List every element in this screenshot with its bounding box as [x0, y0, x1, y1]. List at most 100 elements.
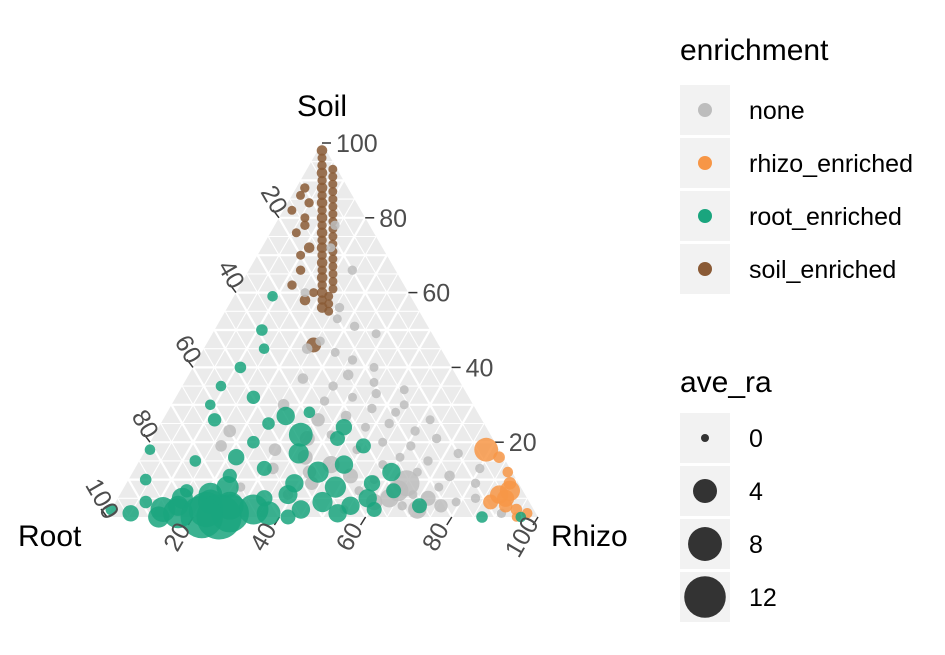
legend-enrichment: enrichment none rhizo_enriched root_enrich…: [680, 34, 913, 294]
legend-key-root_enriched: [698, 209, 712, 223]
legend-size-key: [688, 527, 722, 561]
rhizo-tick-label: 80: [417, 518, 455, 556]
data-point-root_enriched: [363, 475, 381, 492]
data-point-soil_enriched: [287, 205, 297, 215]
data-point-root_enriched: [335, 419, 353, 436]
data-point-none: [342, 369, 354, 381]
data-point-soil_enriched: [328, 269, 338, 279]
data-point-soil_enriched: [317, 175, 327, 186]
data-point-soil_enriched: [316, 212, 328, 224]
legend-label-rhizo_enriched: rhizo_enriched: [749, 150, 913, 178]
data-point-none: [434, 499, 448, 513]
data-point-root_enriched: [228, 449, 245, 466]
data-point-none: [326, 243, 336, 253]
data-point-none: [475, 463, 485, 474]
data-point-root_enriched: [256, 501, 281, 526]
grid-line: [128, 161, 334, 518]
data-point-root_enriched: [139, 473, 152, 486]
data-point-root_enriched: [355, 438, 371, 454]
data-point-none: [330, 220, 340, 230]
legend-size-label: 8: [749, 531, 763, 559]
data-point-root_enriched: [334, 455, 354, 474]
data-point-soil_enriched: [300, 213, 310, 223]
data-point-none: [384, 418, 394, 429]
data-point-none: [425, 415, 435, 425]
rhizo-tick-label: 100: [500, 512, 545, 562]
data-point-root_enriched: [196, 494, 242, 540]
data-point-root_enriched: [291, 500, 311, 519]
data-point-soil_enriched: [295, 265, 306, 275]
data-point-root_enriched: [215, 380, 227, 392]
legend-size-label: 12: [749, 584, 777, 612]
grid-line: [127, 479, 152, 518]
data-point-soil_enriched: [328, 172, 338, 182]
data-point-root_enriched: [288, 422, 313, 447]
data-point-soil_enriched: [316, 167, 328, 179]
soil-tick-label: 40: [466, 354, 494, 382]
rhizo-tick-label: 60: [331, 518, 369, 556]
data-point-soil_enriched: [316, 227, 328, 239]
legend-size-title: ave_ra: [680, 366, 772, 399]
data-point-none: [397, 501, 407, 511]
data-point-none: [315, 336, 325, 346]
data-point-soil_enriched: [317, 160, 327, 171]
data-point-none: [311, 413, 325, 427]
data-point-soil_enriched: [328, 261, 338, 271]
left-axis-title: Root: [18, 520, 82, 553]
data-point-root_enriched: [234, 361, 247, 374]
data-point-none: [328, 381, 338, 391]
data-point-root_enriched: [412, 498, 427, 514]
data-point-none: [434, 482, 444, 492]
data-point-root_enriched: [278, 485, 298, 505]
data-point-soil_enriched: [309, 288, 319, 298]
data-point-none: [297, 373, 309, 384]
data-point-root_enriched: [262, 417, 275, 430]
tick-mark: [229, 284, 237, 294]
legend-size-key: [701, 434, 709, 442]
top-axis-title: Soil: [297, 90, 347, 123]
legend-label-root_enriched: root_enriched: [749, 203, 902, 231]
data-point-none: [215, 440, 227, 452]
data-point-soil_enriched: [296, 250, 306, 260]
tick-mark: [446, 516, 453, 526]
data-point-root_enriched: [476, 511, 488, 523]
data-point-root_enriched: [148, 506, 170, 528]
data-point-soil_enriched: [328, 276, 338, 286]
data-point-soil_enriched: [299, 294, 311, 306]
data-point-soil_enriched: [328, 284, 338, 294]
data-point-none: [349, 321, 360, 331]
data-point-none: [348, 392, 357, 402]
data-point-soil_enriched: [317, 235, 327, 245]
data-point-none: [395, 452, 405, 462]
data-point-none: [301, 343, 313, 355]
grid-line: [472, 460, 507, 518]
data-point-none: [369, 362, 379, 372]
data-point-none: [410, 426, 420, 436]
tick-mark: [100, 508, 108, 518]
data-point-soil_enriched: [317, 250, 327, 260]
data-point-rhizo_enriched: [483, 494, 499, 510]
data-point-soil_enriched: [291, 228, 301, 238]
legend-size-label: 0: [749, 425, 763, 453]
tick-mark: [272, 209, 280, 219]
data-point-none: [369, 377, 379, 387]
data-point-soil_enriched: [328, 202, 338, 212]
data-point-root_enriched: [382, 462, 401, 482]
data-point-none: [334, 302, 345, 313]
data-point-root_enriched: [256, 460, 272, 476]
data-point-none: [223, 424, 236, 438]
data-point-none: [371, 388, 381, 399]
data-point-root_enriched: [267, 291, 278, 302]
data-point-soil_enriched: [328, 254, 338, 264]
data-point-root_enriched: [312, 491, 333, 513]
data-point-none: [453, 448, 463, 459]
legend-label-none: none: [749, 97, 805, 125]
data-point-soil_enriched: [287, 280, 297, 290]
data-point-root_enriched: [246, 390, 261, 404]
data-point-soil_enriched: [316, 257, 328, 269]
data-point-none: [300, 288, 310, 298]
data-point-none: [423, 456, 433, 466]
data-point-none: [371, 329, 381, 339]
data-point-none: [330, 347, 340, 357]
